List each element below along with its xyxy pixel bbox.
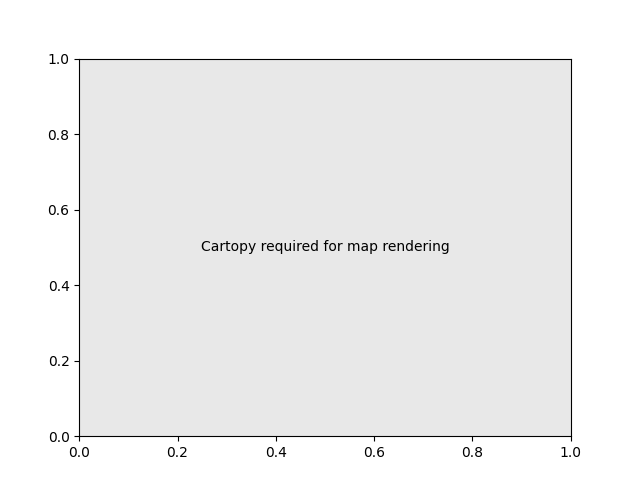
Text: Cartopy required for map rendering: Cartopy required for map rendering bbox=[200, 241, 450, 254]
